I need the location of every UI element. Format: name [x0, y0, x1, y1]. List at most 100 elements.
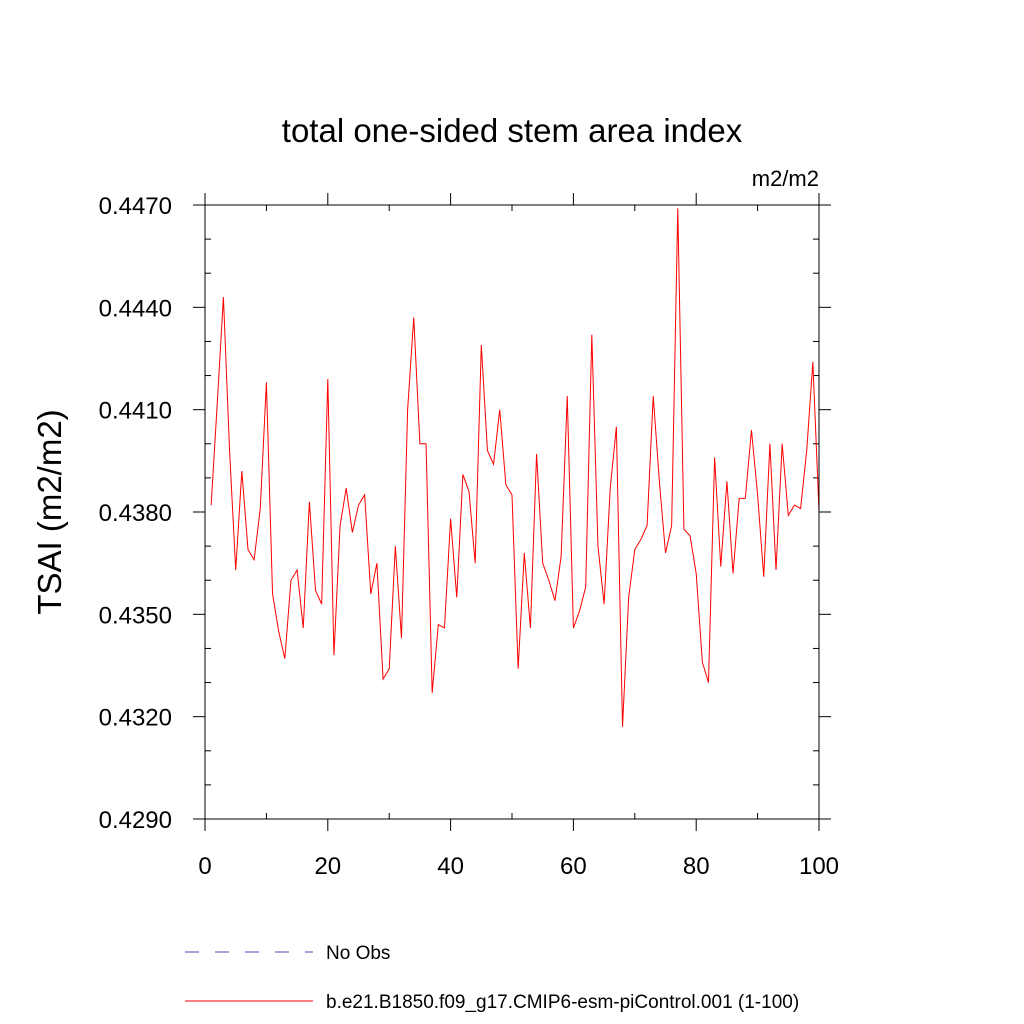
data-point	[542, 563, 543, 564]
data-point	[376, 563, 377, 564]
data-point	[419, 443, 420, 444]
data-point	[548, 580, 549, 581]
data-point	[554, 600, 555, 601]
data-point	[247, 549, 248, 550]
data-point	[432, 692, 433, 693]
data-point	[640, 539, 641, 540]
data-point	[585, 586, 586, 587]
data-point	[511, 494, 512, 495]
data-point	[597, 546, 598, 547]
plot-frame	[204, 204, 820, 820]
data-point	[720, 566, 721, 567]
x-tick-labels: 0 20 40 60 80 100	[198, 853, 839, 880]
data-point	[616, 426, 617, 427]
data-point	[382, 679, 383, 680]
x-tick-label: 0	[198, 853, 211, 880]
data-point	[677, 208, 678, 209]
legend-no-obs-label: No Obs	[326, 943, 390, 964]
data-point	[745, 498, 746, 499]
x-tick-label: 100	[799, 853, 839, 880]
data-point	[303, 627, 304, 628]
data-point	[794, 505, 795, 506]
data-point	[739, 498, 740, 499]
data-point	[370, 593, 371, 594]
data-point	[456, 597, 457, 598]
data-series	[210, 208, 820, 727]
data-point	[751, 430, 752, 431]
data-point	[211, 505, 212, 506]
data-point	[389, 668, 390, 669]
data-point	[223, 297, 224, 298]
data-point	[327, 378, 328, 379]
data-point	[235, 569, 236, 570]
data-point	[444, 627, 445, 628]
data-point	[290, 580, 291, 581]
data-point	[321, 604, 322, 605]
y-tick-labels: 0.4290 0.4320 0.4350 0.4380 0.4410 0.4440 0.44…	[99, 193, 172, 834]
y-tick-label: 0.4350	[99, 602, 172, 629]
data-point	[358, 505, 359, 506]
data-point	[732, 573, 733, 574]
data-point	[499, 409, 500, 410]
data-point	[254, 559, 255, 560]
data-point	[622, 726, 623, 727]
data-point	[315, 590, 316, 591]
data-point	[806, 450, 807, 451]
data-point	[788, 515, 789, 516]
x-tick-label: 60	[560, 853, 587, 880]
data-point	[339, 525, 340, 526]
data-point	[413, 317, 414, 318]
data-point	[591, 334, 592, 335]
data-point	[481, 344, 482, 345]
data-point	[561, 556, 562, 557]
data-point	[284, 658, 285, 659]
data-point	[278, 631, 279, 632]
data-point	[401, 638, 402, 639]
data-point	[425, 443, 426, 444]
data-point	[812, 361, 813, 362]
data-point	[309, 501, 310, 502]
data-point	[775, 569, 776, 570]
data-point	[217, 402, 218, 403]
legend: No Obs b.e21.B1850.f09_g17.CMIP6-esm-piC…	[185, 943, 799, 1013]
data-point	[462, 474, 463, 475]
data-point	[653, 395, 654, 396]
data-point	[763, 576, 764, 577]
data-point	[573, 627, 574, 628]
data-point	[683, 528, 684, 529]
data-point	[297, 569, 298, 570]
data-point	[579, 610, 580, 611]
axis-ticks	[193, 193, 831, 831]
data-point	[352, 532, 353, 533]
y-tick-label: 0.4290	[99, 807, 172, 834]
data-point	[407, 409, 408, 410]
data-point	[671, 525, 672, 526]
data-point	[395, 546, 396, 547]
data-point	[689, 535, 690, 536]
data-point	[708, 682, 709, 683]
data-point	[757, 494, 758, 495]
data-point	[229, 450, 230, 451]
x-tick-label: 80	[683, 853, 710, 880]
data-point	[266, 382, 267, 383]
y-axis-label: TSAI (m2/m2)	[31, 409, 68, 614]
data-point	[346, 488, 347, 489]
data-point	[333, 655, 334, 656]
data-point	[475, 563, 476, 564]
data-point	[800, 508, 801, 509]
data-point	[696, 573, 697, 574]
data-point	[272, 593, 273, 594]
data-point	[634, 549, 635, 550]
data-point	[665, 552, 666, 553]
y-tick-label: 0.4470	[99, 193, 172, 220]
data-point	[505, 484, 506, 485]
series-line-0	[210, 208, 820, 727]
data-point	[714, 457, 715, 458]
data-point	[438, 624, 439, 625]
y-tick-label: 0.4440	[99, 295, 172, 322]
data-point	[659, 481, 660, 482]
data-point	[468, 491, 469, 492]
chart-title: total one-sided stem area index	[282, 112, 743, 149]
data-point	[487, 450, 488, 451]
